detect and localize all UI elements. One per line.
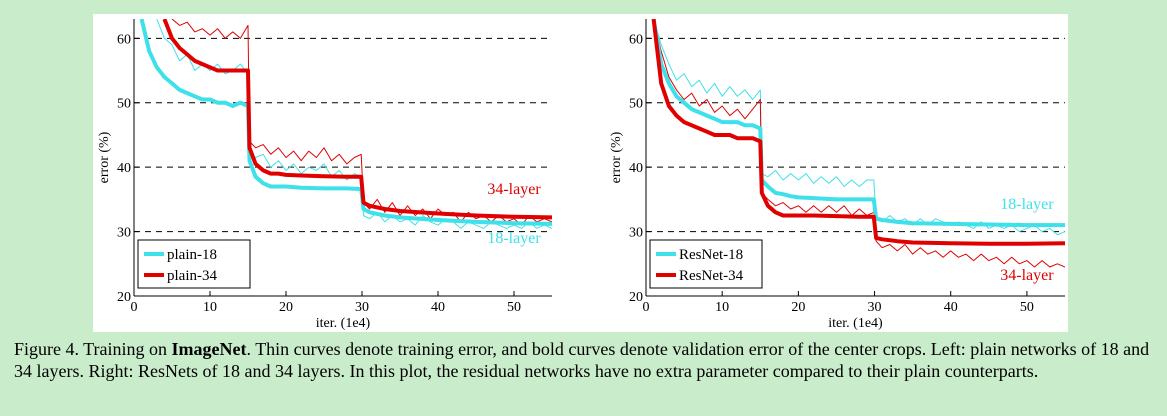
caption-rest: . Thin curves denote training error, and…	[14, 339, 1150, 381]
chart-1: 20 30 40 50 60 0 10 20 30 40 50 iter. (1e4) error (%…	[97, 19, 552, 331]
series-line-ResNet-34-train	[653, 19, 1065, 268]
y-tick-label: 30	[117, 226, 131, 241]
legend	[137, 239, 251, 289]
x-tick-label: 10	[715, 300, 729, 315]
y-tick-label: 40	[629, 161, 643, 176]
annotation-label: 34-layer	[487, 181, 541, 198]
y-tick-label: 60	[629, 32, 643, 47]
figure-svg: 20 30 40 50 60 0 10 20 30 40 50 iter. (1e4) error (%…	[97, 19, 1065, 331]
y-axis-label: error (%)	[97, 131, 112, 183]
y-tick-label: 50	[117, 97, 131, 112]
x-tick-label: 40	[431, 300, 445, 315]
x-tick-label: 0	[643, 300, 650, 315]
legend-label: plain-18	[167, 247, 217, 263]
annotation-label: 18-layer	[1000, 196, 1054, 213]
y-tick-label: 30	[629, 226, 643, 241]
x-tick-label: 10	[203, 300, 217, 315]
annotation-label: 34-layer	[1000, 267, 1054, 284]
x-tick-label: 20	[791, 300, 805, 315]
y-axis-label: error (%)	[609, 131, 624, 183]
series-line-ResNet-34	[651, 19, 1065, 246]
x-tick-label: 20	[279, 300, 293, 315]
y-tick-label: 20	[629, 290, 643, 305]
annotation-label: 18-layer	[487, 230, 541, 247]
series-line-plain-18	[139, 19, 552, 226]
figure-panel: 20 30 40 50 60 0 10 20 30 40 50 iter. (1e4) error (%…	[93, 14, 1068, 332]
series-line-plain-34	[162, 19, 552, 220]
y-tick-label: 50	[629, 97, 643, 112]
legend-label: ResNet-18	[679, 247, 743, 263]
series-line-ResNet-18	[651, 19, 1065, 228]
y-tick-label: 60	[117, 32, 131, 47]
x-tick-label: 50	[507, 300, 521, 315]
legend	[649, 239, 763, 289]
x-tick-label: 0	[131, 300, 138, 315]
x-tick-label: 50	[1020, 300, 1034, 315]
legend-label: plain-34	[167, 268, 217, 284]
x-axis-label: iter. (1e4)	[828, 316, 883, 331]
caption-prefix: Figure 4. Training on	[14, 339, 172, 359]
chart-2: 20 30 40 50 60 0 10 20 30 40 50 iter. (1e4) error (%…	[609, 19, 1065, 331]
series-line-plain-18-train	[156, 19, 552, 229]
legend-label: ResNet-34	[679, 268, 744, 284]
x-tick-label: 30	[868, 300, 882, 315]
x-axis-label: iter. (1e4)	[316, 316, 371, 331]
caption-bold: ImageNet	[171, 339, 247, 359]
x-tick-label: 40	[944, 300, 958, 315]
x-tick-label: 30	[355, 300, 369, 315]
figure-caption: Figure 4. Training on ImageNet. Thin cur…	[14, 338, 1154, 382]
y-tick-label: 40	[117, 161, 131, 176]
y-tick-label: 20	[117, 290, 131, 305]
